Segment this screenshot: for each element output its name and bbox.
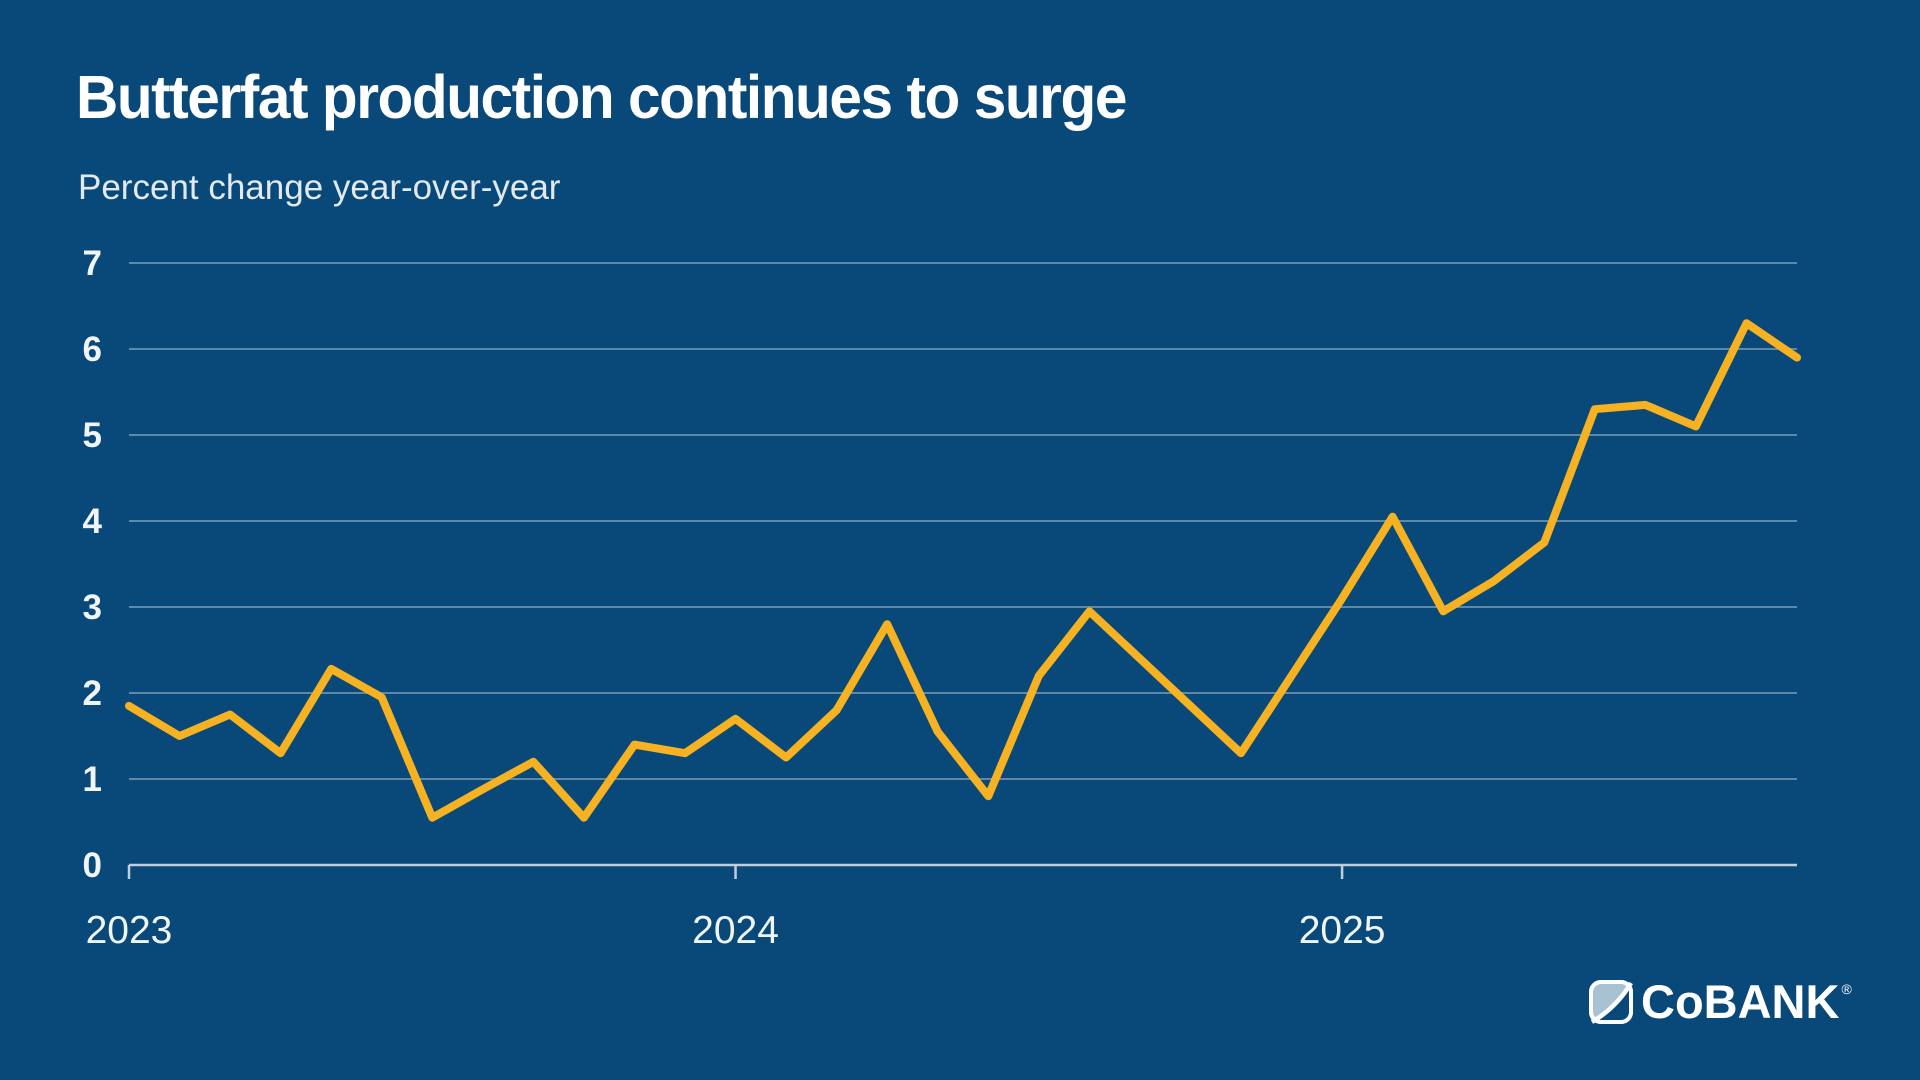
chart-subtitle: Percent change year-over-year [78,168,561,207]
y-axis-label: 3 [83,588,102,627]
data-line-butterfat [125,319,1801,822]
y-axis-label: 7 [83,244,102,283]
logo-letters-bank: BANK [1703,975,1840,1028]
y-axis-label: 1 [83,760,102,799]
y-axis-label: 4 [83,502,103,541]
x-axis-label: 2023 [86,909,173,952]
chart-title: Butterfat production continues to surge [76,63,1127,131]
x-axis-label: 2025 [1299,909,1386,952]
y-axis-label: 2 [83,674,102,713]
x-axis-label: 2024 [692,909,779,952]
registered-mark: ® [1841,981,1852,997]
logo-letter-c: C [1641,975,1675,1028]
y-axis-label: 0 [83,846,102,885]
logo-letter-o: o [1674,975,1704,1028]
y-axis-label: 6 [83,330,102,369]
y-axis-label: 5 [83,416,102,455]
cobank-logo-icon [1589,979,1633,1024]
